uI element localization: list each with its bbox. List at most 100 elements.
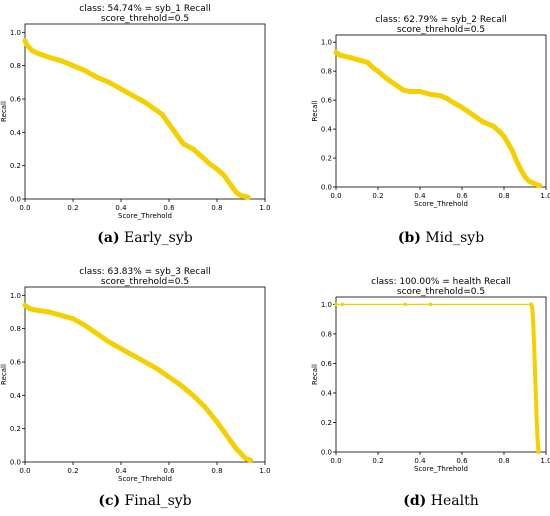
- y-axis-label: Recall: [0, 101, 8, 122]
- recall-data-point: [233, 446, 239, 452]
- y-tick-label: 0.4: [10, 392, 22, 400]
- recall-data-point: [207, 161, 213, 167]
- y-tick-label: 0.4: [321, 389, 333, 397]
- panel-caption: (d) Health: [403, 493, 478, 509]
- y-axis-label: Recall: [311, 364, 319, 385]
- recall-data-point: [202, 404, 208, 410]
- recall-data-point: [354, 57, 360, 63]
- y-tick-label: 0.4: [321, 126, 333, 134]
- y-tick-label: 0.4: [10, 129, 22, 137]
- recall-data-point: [403, 302, 408, 307]
- recall-data-point: [166, 374, 172, 380]
- x-tick-label: 0.8: [498, 457, 509, 465]
- recall-data-point: [459, 104, 465, 110]
- y-tick-label: 0.8: [321, 330, 332, 338]
- panel-caption: (c) Final_syb: [98, 493, 191, 509]
- caption-text: Health: [426, 493, 478, 509]
- recall-data-point: [337, 52, 343, 58]
- chart-subtitle: score_threhold=0.5: [101, 14, 189, 24]
- recall-data-point: [37, 51, 42, 57]
- recall-data-point: [118, 346, 124, 352]
- x-tick-label: 1.0: [259, 204, 270, 212]
- recall-data-point: [533, 181, 538, 187]
- recall-data-point: [154, 108, 160, 114]
- recall-data-point: [130, 93, 136, 99]
- x-tick-label: 0.2: [372, 192, 383, 200]
- recall-data-point: [396, 84, 402, 90]
- panel-caption: (b) Mid_syb: [398, 230, 484, 246]
- recall-data-point: [190, 392, 196, 398]
- recall-data-point: [238, 451, 244, 457]
- x-tick-label: 0.8: [498, 192, 509, 200]
- recall-series-line: [333, 49, 543, 189]
- recall-data-point: [375, 68, 381, 74]
- recall-data-point: [526, 178, 532, 184]
- y-tick-label: 1.0: [321, 301, 332, 309]
- recall-data-point: [407, 89, 412, 94]
- recall-data-point: [200, 154, 206, 160]
- chart-title: class: 63.83% = syb_3 Recall: [79, 267, 210, 277]
- recall-data-point: [22, 38, 28, 44]
- chart-title: class: 54.74% = syb_1 Recall: [79, 4, 210, 14]
- recall-data-point: [229, 439, 234, 445]
- x-tick-label: 0.8: [211, 467, 222, 475]
- recall-drop-segment: [529, 302, 541, 454]
- y-tick-label: 1.0: [10, 292, 21, 300]
- recall-data-point: [449, 99, 454, 104]
- recall-data-point: [340, 302, 345, 307]
- y-tick-label: 0.2: [10, 425, 21, 433]
- caption-letter: (b): [398, 230, 421, 246]
- x-tick-label: 1.0: [259, 467, 270, 475]
- recall-data-point: [173, 131, 179, 137]
- recall-data-point: [428, 91, 433, 97]
- recall-data-point: [491, 123, 496, 129]
- recall-data-point: [400, 87, 406, 93]
- recall-data-point: [238, 193, 244, 199]
- y-tick-label: 0.6: [10, 359, 22, 367]
- recall-data-point: [417, 89, 423, 94]
- x-axis-label: Score_Threhold: [414, 465, 468, 473]
- caption-letter: (d): [403, 493, 426, 509]
- recall-data-point: [514, 158, 519, 164]
- recall-data-point: [537, 183, 543, 188]
- recall-data-point: [70, 63, 76, 69]
- y-tick-label: 0.0: [321, 184, 332, 192]
- plot-frame: [335, 296, 547, 453]
- recall-data-point: [243, 456, 249, 462]
- y-tick-label: 1.0: [321, 39, 332, 47]
- recall-data-point: [214, 166, 220, 172]
- recall-data-point: [248, 457, 254, 463]
- y-tick-label: 0.2: [10, 162, 21, 170]
- recall-data-point: [58, 58, 64, 64]
- recall-data-point: [428, 302, 433, 307]
- x-tick-label: 0.4: [115, 204, 127, 212]
- caption-letter: (a): [97, 230, 119, 246]
- y-tick-label: 1.0: [10, 29, 21, 37]
- recall-data-point: [334, 302, 338, 307]
- recall-data-point: [70, 316, 76, 322]
- recall-data-point: [118, 86, 124, 92]
- recall-data-point: [106, 339, 112, 345]
- y-tick-label: 0.6: [321, 97, 333, 105]
- recall-data-point: [106, 79, 112, 85]
- recall-data-point: [154, 366, 160, 372]
- chart-panel-c: class: 63.83% = syb_3 Recallscore_threho…: [0, 267, 271, 509]
- recall-data-point: [371, 65, 377, 71]
- recall-data-point: [510, 148, 515, 154]
- recall-data-point: [365, 60, 370, 65]
- caption-text: Final_syb: [120, 493, 192, 509]
- x-tick-label: 1.0: [540, 192, 550, 200]
- x-tick-label: 0.4: [414, 192, 426, 200]
- recall-data-point: [46, 309, 52, 315]
- recall-data-point: [360, 58, 366, 64]
- recall-data-point: [480, 119, 486, 125]
- recall-data-point: [438, 93, 444, 99]
- recall-data-point: [181, 141, 186, 147]
- x-tick-label: 0.4: [115, 467, 127, 475]
- y-tick-label: 0.0: [321, 449, 332, 457]
- recall-data-point: [29, 48, 35, 54]
- x-tick-label: 0.2: [67, 204, 78, 212]
- chart-subtitle: score_threhold=0.5: [397, 25, 485, 35]
- plot-frame: [24, 23, 266, 200]
